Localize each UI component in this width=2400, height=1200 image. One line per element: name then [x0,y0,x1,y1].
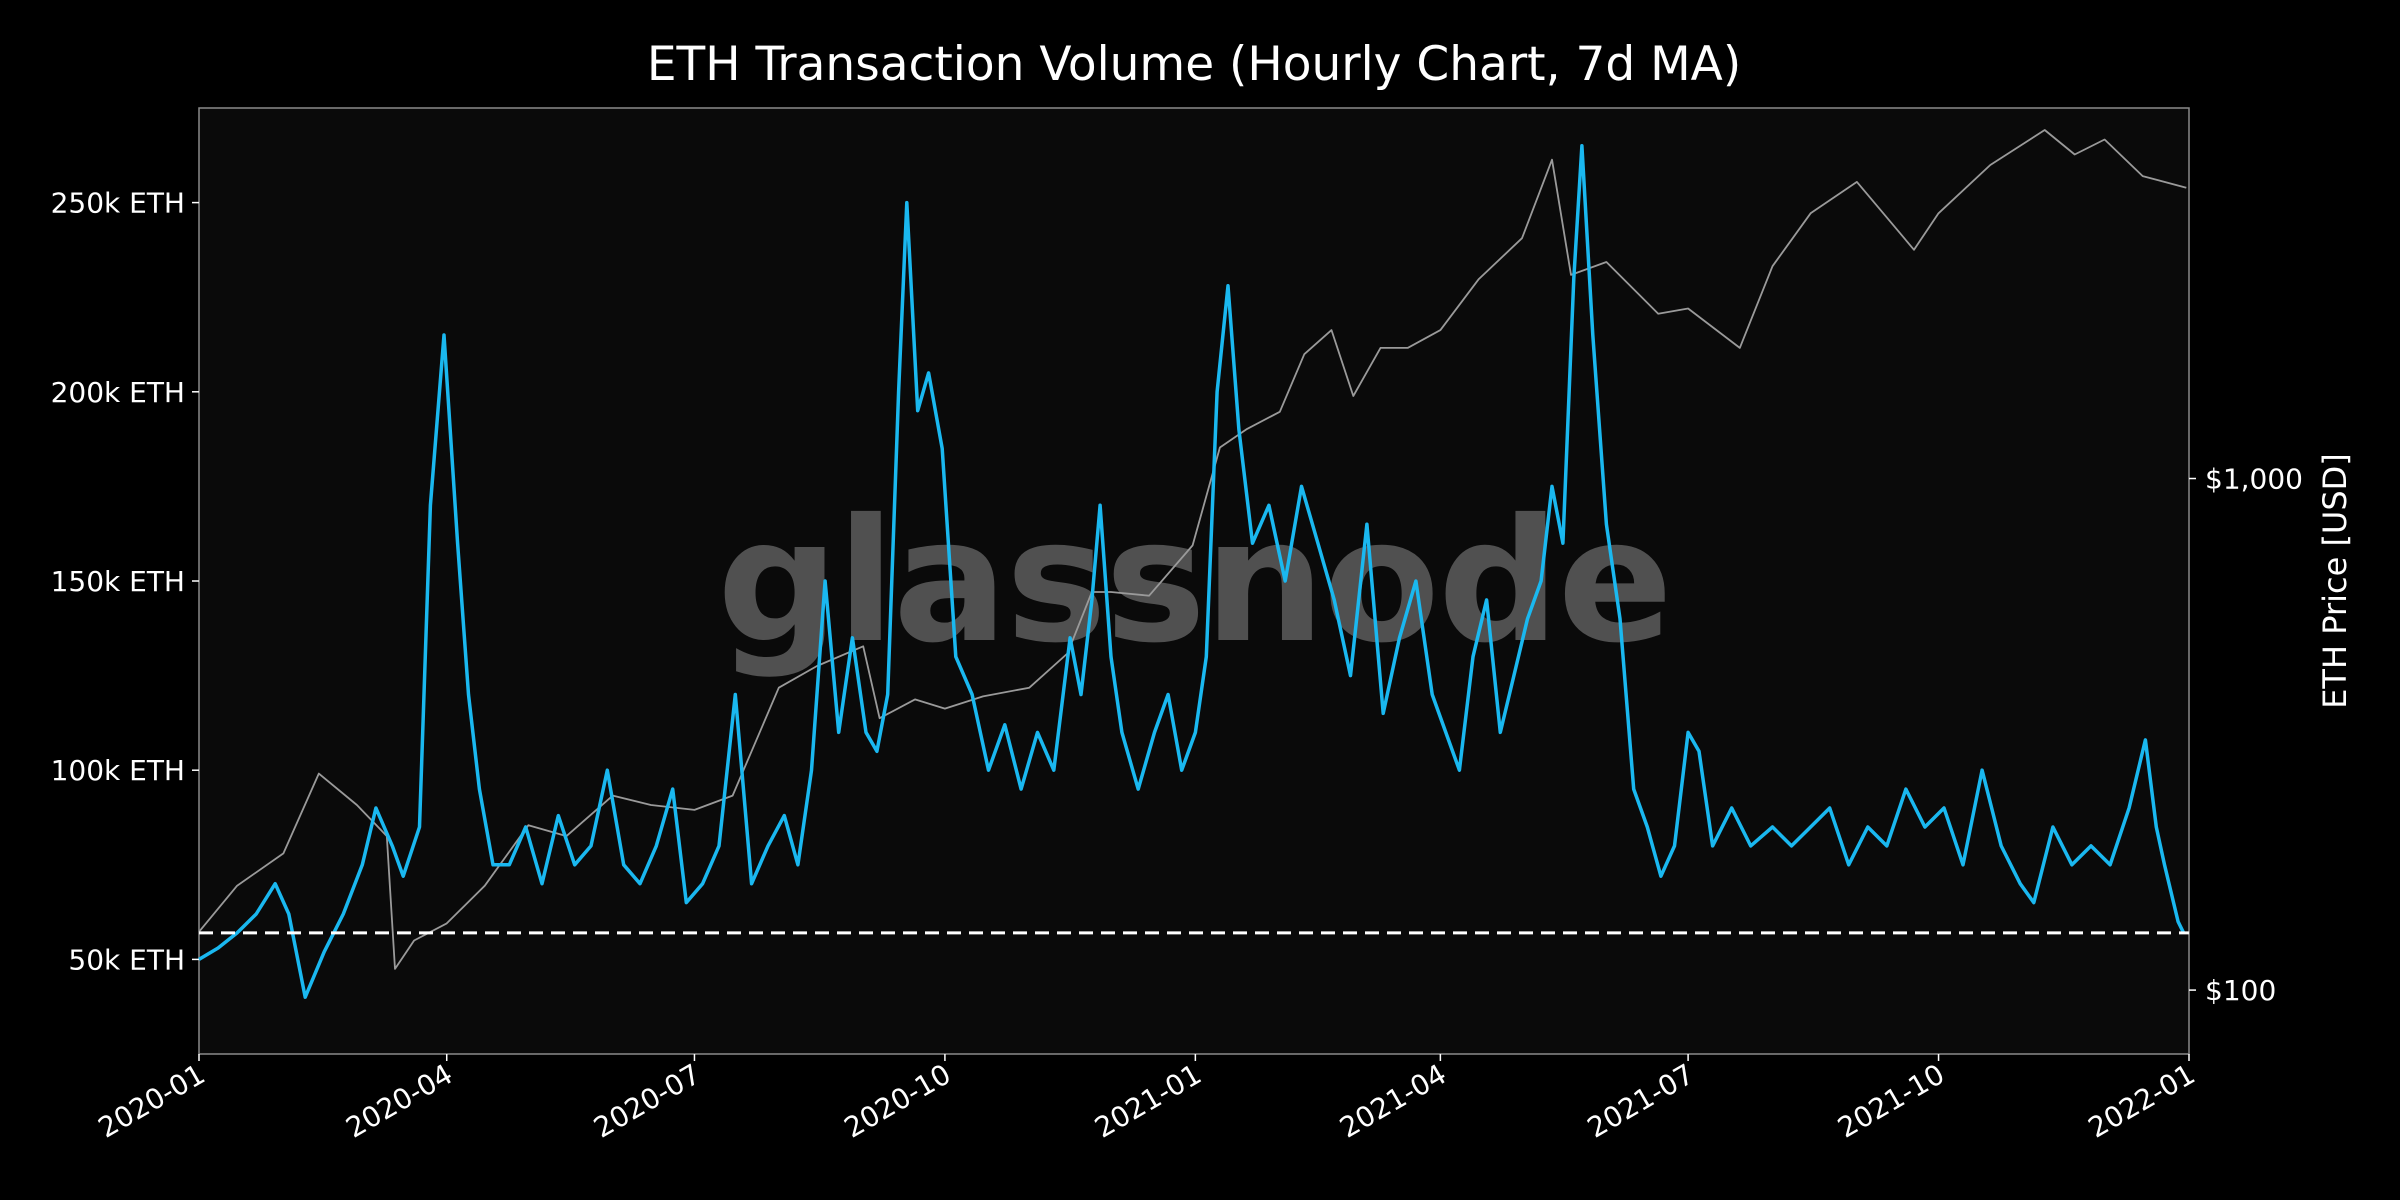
chart-title: ETH Transaction Volume (Hourly Chart, 7d… [647,37,1741,92]
left-axis: 50k ETH 100k ETH 150k ETH 200k ETH 250k ETH [51,187,199,976]
plot-area [198,107,2190,1055]
left-axis-tick-label: 150k ETH [51,565,185,598]
watermark-logo: glassnode [717,483,1671,681]
volume-series-line [198,144,2186,999]
volume-series-layer [198,144,2186,999]
left-axis-tick-label: 100k ETH [51,754,185,787]
left-axis-tick-label: 50k ETH [68,943,185,976]
left-axis-tick-label: 250k ETH [51,187,185,220]
right-axis-tick-label: $100 [2205,974,2276,1007]
right-axis: $100 $1,000 [2189,463,2303,1007]
right-axis-label: ETH Price [USD] [2316,453,2354,709]
left-axis-tick-label: 200k ETH [51,376,185,409]
right-axis-tick-label: $1,000 [2205,463,2303,496]
